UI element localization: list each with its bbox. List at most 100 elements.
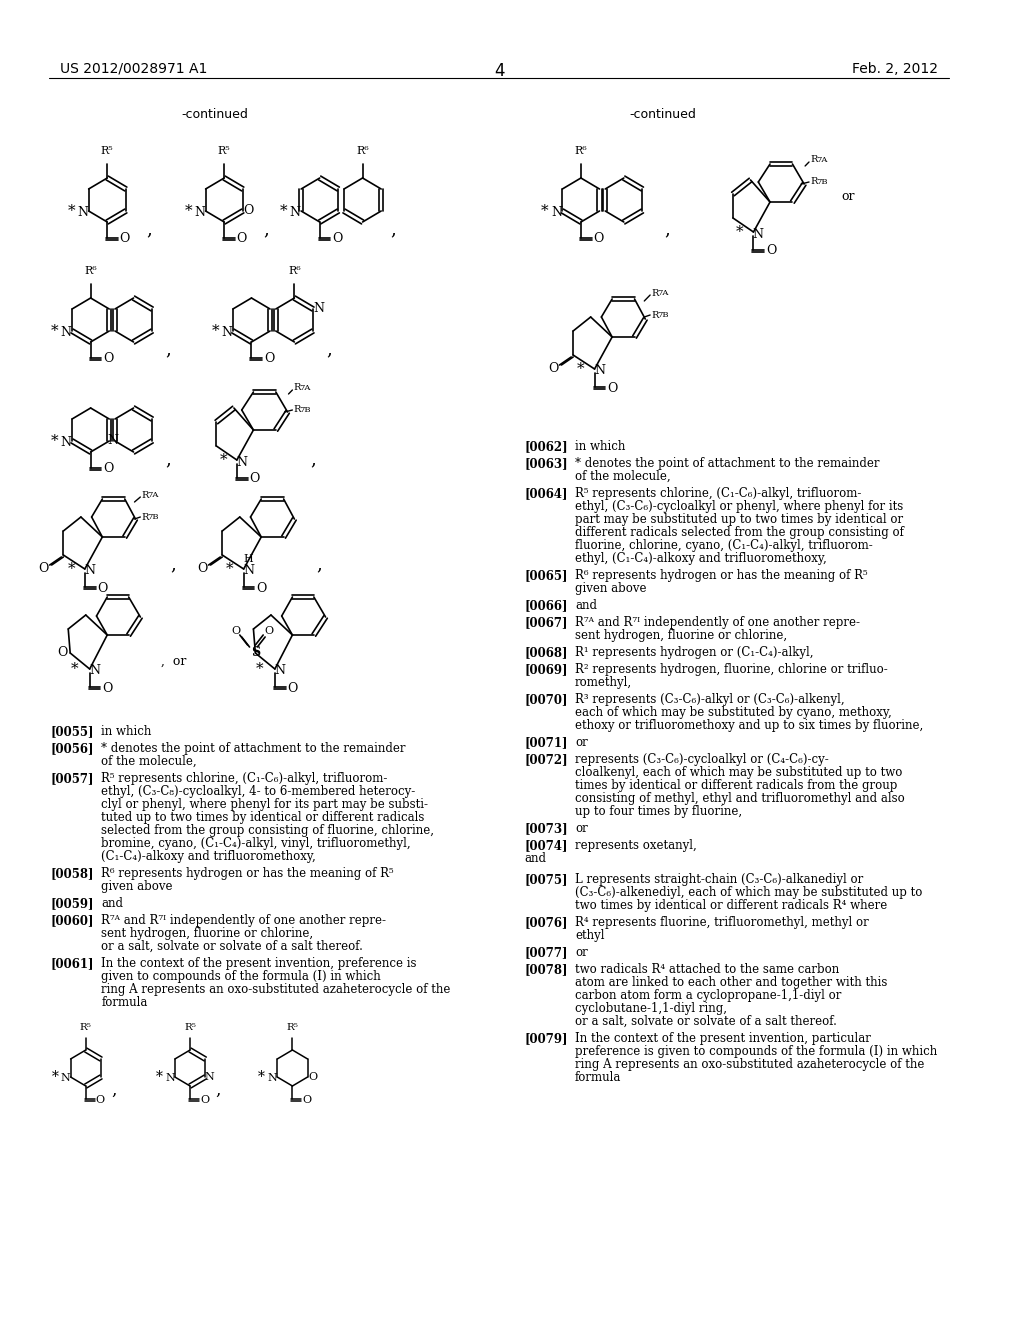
Text: *: * bbox=[255, 663, 263, 676]
Text: R⁶ represents hydrogen or has the meaning of R⁵: R⁶ represents hydrogen or has the meanin… bbox=[101, 867, 394, 880]
Text: romethyl,: romethyl, bbox=[575, 676, 632, 689]
Text: [0079]: [0079] bbox=[524, 1032, 568, 1045]
Text: selected from the group consisting of fluorine, chlorine,: selected from the group consisting of fl… bbox=[101, 824, 434, 837]
Text: *: * bbox=[68, 562, 75, 576]
Text: atom are linked to each other and together with this: atom are linked to each other and togeth… bbox=[575, 975, 888, 989]
Text: 7B: 7B bbox=[816, 178, 827, 186]
Text: R¹ represents hydrogen or (C₁-C₄)-alkyl,: R¹ represents hydrogen or (C₁-C₄)-alkyl, bbox=[575, 645, 814, 659]
Text: R: R bbox=[810, 156, 817, 165]
Text: ,: , bbox=[215, 1082, 221, 1100]
Text: R⁷ᴬ and R⁷ᴵ independently of one another repre-: R⁷ᴬ and R⁷ᴵ independently of one another… bbox=[101, 913, 386, 927]
Text: O: O bbox=[766, 244, 776, 257]
Text: ,: , bbox=[166, 450, 171, 469]
Text: O: O bbox=[308, 1072, 317, 1082]
Text: R⁵: R⁵ bbox=[80, 1023, 92, 1032]
Text: tuted up to two times by identical or different radicals: tuted up to two times by identical or di… bbox=[101, 810, 425, 824]
Text: R⁶: R⁶ bbox=[574, 147, 588, 156]
Text: R⁶: R⁶ bbox=[356, 147, 369, 156]
Text: N: N bbox=[108, 434, 119, 447]
Text: [0078]: [0078] bbox=[524, 964, 568, 975]
Text: O: O bbox=[607, 381, 617, 395]
Text: cyclobutane-1,1-diyl ring,: cyclobutane-1,1-diyl ring, bbox=[575, 1002, 727, 1015]
Text: [0072]: [0072] bbox=[524, 752, 568, 766]
Text: cloalkenyl, each of which may be substituted up to two: cloalkenyl, each of which may be substit… bbox=[575, 766, 902, 779]
Text: ethyl: ethyl bbox=[575, 929, 604, 942]
Text: *: * bbox=[184, 205, 191, 218]
Text: R⁶ represents hydrogen or has the meaning of R⁵: R⁶ represents hydrogen or has the meanin… bbox=[575, 569, 867, 582]
Text: [0077]: [0077] bbox=[524, 946, 568, 960]
Text: O: O bbox=[39, 562, 49, 576]
Text: clyl or phenyl, where phenyl for its part may be substi-: clyl or phenyl, where phenyl for its par… bbox=[101, 799, 428, 810]
Text: R⁵: R⁵ bbox=[101, 147, 114, 156]
Text: ,: , bbox=[166, 341, 171, 358]
Text: R⁷ᴬ and R⁷ᴵ independently of one another repre-: R⁷ᴬ and R⁷ᴵ independently of one another… bbox=[575, 616, 860, 630]
Text: -continued: -continued bbox=[181, 108, 248, 121]
Text: *: * bbox=[68, 205, 75, 218]
Text: [0065]: [0065] bbox=[524, 569, 568, 582]
Text: *: * bbox=[51, 323, 58, 338]
Text: two radicals R⁴ attached to the same carbon: two radicals R⁴ attached to the same car… bbox=[575, 964, 840, 975]
Text: R⁶: R⁶ bbox=[288, 267, 301, 276]
Text: O: O bbox=[244, 205, 254, 218]
Text: 7B: 7B bbox=[147, 513, 159, 521]
Text: O: O bbox=[97, 582, 108, 594]
Text: O: O bbox=[57, 647, 68, 660]
Text: [0075]: [0075] bbox=[524, 873, 568, 886]
Text: US 2012/0028971 A1: US 2012/0028971 A1 bbox=[60, 62, 208, 77]
Text: of the molecule,: of the molecule, bbox=[101, 755, 197, 768]
Text: O: O bbox=[332, 232, 342, 246]
Text: each of which may be substituted by cyano, methoxy,: each of which may be substituted by cyan… bbox=[575, 706, 892, 719]
Text: R: R bbox=[294, 405, 301, 414]
Text: [0070]: [0070] bbox=[524, 693, 568, 706]
Text: 7A: 7A bbox=[147, 491, 159, 499]
Text: *: * bbox=[212, 323, 219, 338]
Text: [0071]: [0071] bbox=[524, 737, 568, 748]
Text: O: O bbox=[287, 681, 298, 694]
Text: N: N bbox=[60, 326, 72, 338]
Text: *: * bbox=[71, 663, 78, 676]
Text: *: * bbox=[258, 1071, 265, 1084]
Text: ,: , bbox=[665, 220, 671, 238]
Text: [0057]: [0057] bbox=[50, 772, 94, 785]
Text: ethyl, (C₃-C₆)-cycloalkyl or phenyl, where phenyl for its: ethyl, (C₃-C₆)-cycloalkyl or phenyl, whe… bbox=[575, 500, 903, 513]
Text: N: N bbox=[60, 436, 72, 449]
Text: [0066]: [0066] bbox=[524, 599, 568, 612]
Text: O: O bbox=[549, 363, 559, 375]
Text: N: N bbox=[60, 1073, 71, 1082]
Text: ,: , bbox=[310, 450, 315, 469]
Text: N: N bbox=[237, 455, 247, 469]
Text: N: N bbox=[290, 206, 301, 219]
Text: ,: , bbox=[390, 220, 395, 238]
Text: In the context of the present invention, particular: In the context of the present invention,… bbox=[575, 1032, 871, 1045]
Text: O: O bbox=[96, 1096, 104, 1105]
Text: 7A: 7A bbox=[816, 156, 827, 164]
Text: O: O bbox=[264, 626, 273, 636]
Text: [0059]: [0059] bbox=[50, 898, 94, 909]
Text: given above: given above bbox=[575, 582, 646, 595]
Text: ,: , bbox=[112, 1082, 117, 1100]
Text: *: * bbox=[219, 453, 227, 467]
Text: (C₃-C₆)-alkenediyl, each of which may be substituted up to: (C₃-C₆)-alkenediyl, each of which may be… bbox=[575, 886, 923, 899]
Text: N: N bbox=[243, 565, 254, 578]
Text: [0061]: [0061] bbox=[50, 957, 94, 970]
Text: fluorine, chlorine, cyano, (C₁-C₄)-alkyl, trifluorom-: fluorine, chlorine, cyano, (C₁-C₄)-alkyl… bbox=[575, 539, 872, 552]
Text: ethyl, (C₃-C₈)-cycloalkyl, 4- to 6-membered heterocy-: ethyl, (C₃-C₈)-cycloalkyl, 4- to 6-membe… bbox=[101, 785, 416, 799]
Text: ethoxy or trifluoromethoxy and up to six times by fluorine,: ethoxy or trifluoromethoxy and up to six… bbox=[575, 719, 924, 733]
Text: 7B: 7B bbox=[657, 312, 669, 319]
Text: R: R bbox=[141, 491, 148, 499]
Text: ring A represents an oxo-substituted azaheterocycle of the: ring A represents an oxo-substituted aza… bbox=[575, 1059, 925, 1071]
Text: 7B: 7B bbox=[299, 407, 310, 414]
Text: represents oxetanyl,: represents oxetanyl, bbox=[575, 840, 696, 851]
Text: R⁵ represents chlorine, (C₁-C₆)-alkyl, trifluorom-: R⁵ represents chlorine, (C₁-C₆)-alkyl, t… bbox=[575, 487, 861, 500]
Text: and: and bbox=[101, 898, 123, 909]
Text: -continued: -continued bbox=[630, 108, 696, 121]
Text: [0074]: [0074] bbox=[524, 840, 568, 851]
Text: *: * bbox=[51, 434, 58, 447]
Text: *: * bbox=[226, 562, 233, 576]
Text: N: N bbox=[195, 206, 205, 219]
Text: [0064]: [0064] bbox=[524, 487, 568, 500]
Text: N: N bbox=[594, 364, 605, 378]
Text: or: or bbox=[575, 737, 588, 748]
Text: formula: formula bbox=[101, 997, 147, 1008]
Text: given to compounds of the formula (I) in which: given to compounds of the formula (I) in… bbox=[101, 970, 381, 983]
